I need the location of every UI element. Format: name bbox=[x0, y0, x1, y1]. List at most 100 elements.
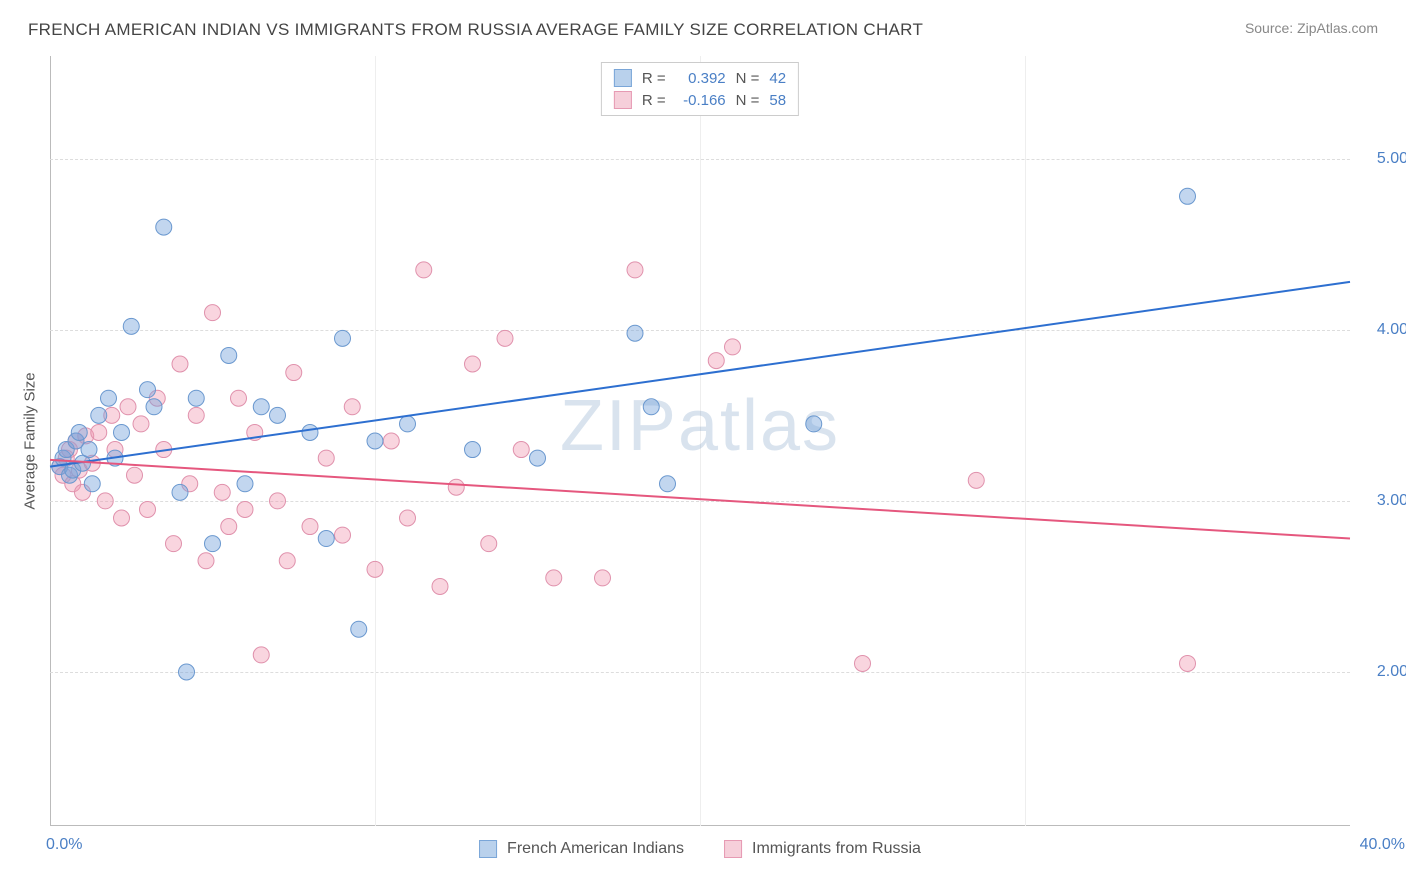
scatter-point bbox=[140, 382, 156, 398]
scatter-point bbox=[1180, 188, 1196, 204]
scatter-point bbox=[133, 416, 149, 432]
scatter-point bbox=[302, 519, 318, 535]
scatter-point bbox=[383, 433, 399, 449]
scatter-point bbox=[84, 476, 100, 492]
scatter-point bbox=[205, 536, 221, 552]
scatter-point bbox=[71, 424, 87, 440]
scatter-point bbox=[806, 416, 822, 432]
scatter-point bbox=[231, 390, 247, 406]
swatch-series-0 bbox=[614, 69, 632, 87]
scatter-point bbox=[627, 262, 643, 278]
scatter-point bbox=[497, 330, 513, 346]
y-tick: 4.00 bbox=[1377, 321, 1406, 339]
scatter-point bbox=[91, 424, 107, 440]
scatter-point bbox=[140, 501, 156, 517]
scatter-point bbox=[172, 356, 188, 372]
scatter-point bbox=[318, 450, 334, 466]
scatter-point bbox=[237, 501, 253, 517]
legend-row-series-1: R = -0.166 N = 58 bbox=[614, 89, 786, 111]
scatter-point bbox=[416, 262, 432, 278]
scatter-point bbox=[237, 476, 253, 492]
scatter-point bbox=[198, 553, 214, 569]
scatter-point bbox=[546, 570, 562, 586]
scatter-point bbox=[179, 664, 195, 680]
scatter-point bbox=[367, 433, 383, 449]
scatter-point bbox=[123, 318, 139, 334]
swatch-series-0-b bbox=[479, 840, 497, 858]
scatter-point bbox=[481, 536, 497, 552]
scatter-point bbox=[465, 356, 481, 372]
trend-line bbox=[50, 460, 1350, 539]
scatter-point bbox=[595, 570, 611, 586]
scatter-point bbox=[1180, 655, 1196, 671]
scatter-point bbox=[188, 407, 204, 423]
x-tick-max: 40.0% bbox=[1360, 836, 1405, 854]
swatch-series-1-b bbox=[724, 840, 742, 858]
scatter-point bbox=[253, 647, 269, 663]
scatter-point bbox=[81, 442, 97, 458]
scatter-point bbox=[114, 424, 130, 440]
series-legend: French American Indians Immigrants from … bbox=[479, 840, 921, 858]
scatter-point bbox=[205, 305, 221, 321]
scatter-point bbox=[97, 493, 113, 509]
scatter-point bbox=[114, 510, 130, 526]
scatter-point bbox=[660, 476, 676, 492]
chart-title: FRENCH AMERICAN INDIAN VS IMMIGRANTS FRO… bbox=[28, 20, 923, 40]
y-tick: 2.00 bbox=[1377, 663, 1406, 681]
scatter-point bbox=[221, 519, 237, 535]
correlation-legend: R = 0.392 N = 42 R = -0.166 N = 58 bbox=[601, 62, 799, 116]
scatter-point bbox=[530, 450, 546, 466]
scatter-point bbox=[627, 325, 643, 341]
r-value-1: -0.166 bbox=[676, 92, 726, 109]
scatter-point bbox=[344, 399, 360, 415]
trend-line bbox=[50, 282, 1350, 467]
scatter-point bbox=[166, 536, 182, 552]
scatter-point bbox=[367, 561, 383, 577]
scatter-point bbox=[120, 399, 136, 415]
scatter-point bbox=[270, 493, 286, 509]
scatter-point bbox=[725, 339, 741, 355]
scatter-point bbox=[279, 553, 295, 569]
scatter-point bbox=[855, 655, 871, 671]
chart-area: Average Family Size 2.003.004.005.00 ZIP… bbox=[50, 56, 1350, 826]
n-value-0: 42 bbox=[769, 70, 786, 87]
scatter-point bbox=[221, 347, 237, 363]
scatter-point bbox=[253, 399, 269, 415]
scatter-point bbox=[351, 621, 367, 637]
r-value-0: 0.392 bbox=[676, 70, 726, 87]
scatter-point bbox=[127, 467, 143, 483]
scatter-point bbox=[91, 407, 107, 423]
scatter-point bbox=[188, 390, 204, 406]
legend-item-series-0: French American Indians bbox=[479, 840, 684, 858]
scatter-point bbox=[432, 578, 448, 594]
scatter-point bbox=[465, 442, 481, 458]
scatter-point bbox=[968, 472, 984, 488]
scatter-point bbox=[643, 399, 659, 415]
series-1-name: Immigrants from Russia bbox=[752, 840, 921, 858]
swatch-series-1 bbox=[614, 91, 632, 109]
scatter-point bbox=[214, 484, 230, 500]
y-tick: 5.00 bbox=[1377, 150, 1406, 168]
scatter-point bbox=[146, 399, 162, 415]
scatter-point bbox=[448, 479, 464, 495]
scatter-point bbox=[156, 219, 172, 235]
scatter-point bbox=[302, 424, 318, 440]
source-label: Source: ZipAtlas.com bbox=[1245, 20, 1378, 36]
legend-item-series-1: Immigrants from Russia bbox=[724, 840, 921, 858]
scatter-point bbox=[101, 390, 117, 406]
scatter-point bbox=[270, 407, 286, 423]
scatter-point bbox=[286, 365, 302, 381]
scatter-point bbox=[400, 510, 416, 526]
scatter-plot bbox=[50, 56, 1350, 826]
n-label: N = bbox=[736, 92, 760, 109]
n-value-1: 58 bbox=[769, 92, 786, 109]
scatter-point bbox=[708, 353, 724, 369]
scatter-point bbox=[172, 484, 188, 500]
scatter-point bbox=[318, 531, 334, 547]
x-tick-min: 0.0% bbox=[46, 836, 82, 854]
y-tick: 3.00 bbox=[1377, 492, 1406, 510]
legend-row-series-0: R = 0.392 N = 42 bbox=[614, 67, 786, 89]
r-label: R = bbox=[642, 70, 666, 87]
scatter-point bbox=[335, 527, 351, 543]
scatter-point bbox=[513, 442, 529, 458]
